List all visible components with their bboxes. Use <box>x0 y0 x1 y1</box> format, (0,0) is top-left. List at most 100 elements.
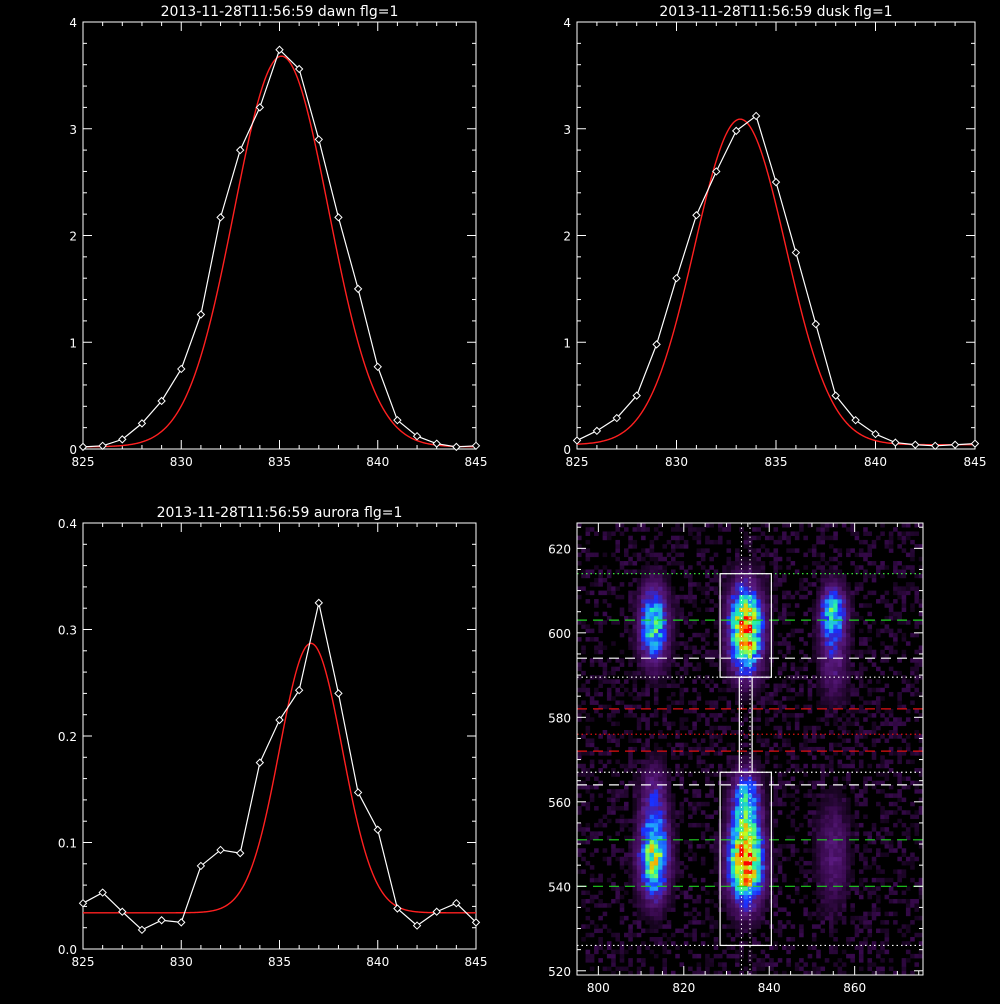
heatmap-cell <box>726 780 732 786</box>
heatmap-cell <box>683 763 689 769</box>
heatmap-cell <box>645 903 650 908</box>
heatmap-cell <box>846 637 851 642</box>
heatmap-cell <box>623 915 629 921</box>
heatmap-cell <box>730 793 736 798</box>
heatmap-cell <box>653 658 659 663</box>
heatmap-cell <box>884 599 890 604</box>
heatmap-cell <box>837 637 843 642</box>
heatmap-cell <box>649 865 655 870</box>
heatmap-cell <box>871 713 877 718</box>
heatmap-cell <box>598 873 603 879</box>
heatmap-cell <box>683 708 689 714</box>
heatmap-cell <box>649 886 655 891</box>
heatmap-cell <box>735 886 740 891</box>
heatmap-cell <box>628 958 633 963</box>
heatmap-cell <box>700 552 706 558</box>
heatmap-cell <box>585 958 591 963</box>
heatmap-cell <box>811 544 817 549</box>
heatmap-cell <box>722 577 727 583</box>
heatmap-cell <box>837 907 843 912</box>
heatmap-cell <box>653 810 659 815</box>
heatmap-cell <box>756 907 761 912</box>
heatmap-cell <box>876 687 881 693</box>
heatmap-cell <box>636 945 642 950</box>
heatmap-cell <box>747 768 753 773</box>
heatmap-cell <box>700 645 706 651</box>
heatmap-cell <box>653 552 659 558</box>
heatmap-cell <box>722 729 727 735</box>
x-tick-label: 830 <box>170 455 193 469</box>
heatmap-cell <box>760 877 766 883</box>
heatmap-cell <box>585 915 591 921</box>
heatmap-cell <box>760 599 766 604</box>
heatmap-cell <box>726 907 732 912</box>
heatmap-cell <box>863 717 868 722</box>
heatmap-cell <box>594 565 599 570</box>
heatmap-cell <box>636 801 642 807</box>
heatmap-cell <box>871 729 877 735</box>
heatmap-cell <box>773 734 779 739</box>
heatmap-cell <box>824 835 830 841</box>
heatmap-cell <box>773 708 779 714</box>
heatmap-cell <box>786 535 791 541</box>
heatmap-cell <box>653 742 659 748</box>
heatmap-cell <box>696 755 702 760</box>
heatmap-cell <box>589 966 595 972</box>
heatmap-cell <box>636 920 642 925</box>
heatmap-cell <box>752 637 757 642</box>
heatmap-cell <box>910 759 915 765</box>
heatmap-cell <box>688 932 693 938</box>
heatmap-cell <box>876 928 881 934</box>
heatmap-cell <box>743 886 749 891</box>
heatmap-cell <box>863 700 868 705</box>
heatmap-cell <box>786 687 791 693</box>
heatmap-cell <box>794 890 800 896</box>
heatmap-cell <box>688 772 693 777</box>
heatmap-cell <box>645 755 650 760</box>
heatmap-cell <box>722 835 727 841</box>
heatmap-cell <box>816 632 821 638</box>
heatmap-cell <box>649 615 655 621</box>
heatmap-cell <box>829 886 834 891</box>
heatmap-cell <box>876 848 881 853</box>
heatmap-cell <box>641 882 646 887</box>
heatmap-cell <box>739 641 744 646</box>
heatmap-cell <box>858 565 864 570</box>
heatmap-cell <box>623 822 629 828</box>
heatmap-cell <box>739 594 744 600</box>
heatmap-cell <box>589 700 595 705</box>
heatmap-cell <box>683 797 689 803</box>
heatmap-cell <box>606 734 612 739</box>
heatmap-cell <box>846 882 851 887</box>
heatmap-cell <box>675 607 680 613</box>
heatmap-cell <box>811 924 817 929</box>
heatmap-cell <box>722 573 727 579</box>
heatmap-cell <box>799 713 804 718</box>
data-point <box>78 898 88 908</box>
heatmap-cell <box>713 539 719 545</box>
heatmap-cell <box>807 780 813 786</box>
heatmap-cell <box>713 569 719 574</box>
heatmap-cell <box>653 848 659 853</box>
heatmap-cell <box>645 679 650 684</box>
heatmap-cell <box>628 704 633 710</box>
heatmap-cell <box>897 873 902 879</box>
heatmap-cell <box>709 662 714 667</box>
heatmap-cell <box>824 869 830 874</box>
heatmap-cell <box>700 831 706 836</box>
heatmap-cell <box>675 729 680 735</box>
heatmap-cell <box>670 848 676 853</box>
heatmap-cell <box>713 590 719 596</box>
heatmap-cell <box>867 691 873 697</box>
heatmap-cell <box>752 894 757 900</box>
heatmap-cell <box>628 615 633 621</box>
heatmap-cell <box>760 801 766 807</box>
heatmap-cell <box>790 666 796 672</box>
heatmap-cell <box>688 620 693 625</box>
heatmap-cell <box>645 742 650 748</box>
heatmap-cell <box>713 869 719 874</box>
heatmap-cell <box>773 970 779 976</box>
heatmap-cell <box>782 907 787 912</box>
heatmap-cell <box>589 852 595 858</box>
heatmap-cell <box>645 704 650 710</box>
